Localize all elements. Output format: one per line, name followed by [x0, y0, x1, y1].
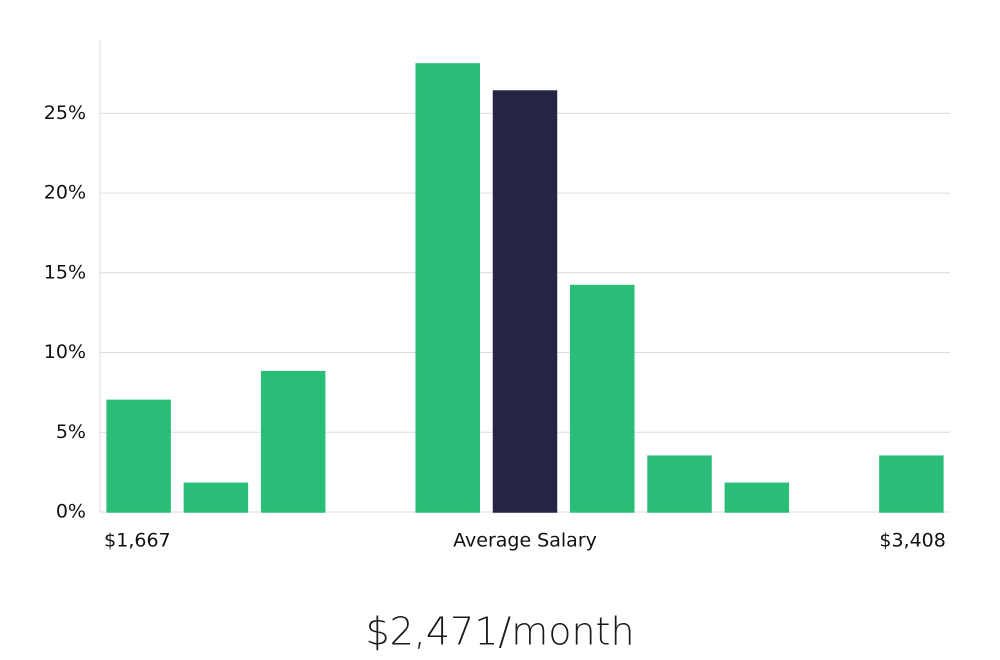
- salary-caption: $2,471/month: [365, 610, 634, 654]
- bar: [879, 455, 944, 513]
- y-tick-label: 15%: [44, 261, 86, 283]
- bar: [183, 482, 249, 513]
- x-tick-label: $3,408: [879, 530, 945, 552]
- bar: [570, 284, 635, 513]
- y-tick-label: 10%: [44, 341, 86, 363]
- y-tick-label: 0%: [56, 501, 86, 523]
- y-tick-label: 25%: [44, 102, 86, 124]
- x-tick-label: Average Salary: [453, 530, 597, 552]
- bar: [647, 455, 712, 513]
- bar: [260, 370, 326, 513]
- bar: [724, 482, 790, 513]
- y-tick-label: 5%: [56, 421, 86, 443]
- y-tick-label: 20%: [44, 182, 86, 204]
- bar: [492, 90, 558, 513]
- x-tick-label: $1,667: [104, 530, 170, 552]
- bar: [106, 399, 171, 513]
- bar: [415, 63, 480, 513]
